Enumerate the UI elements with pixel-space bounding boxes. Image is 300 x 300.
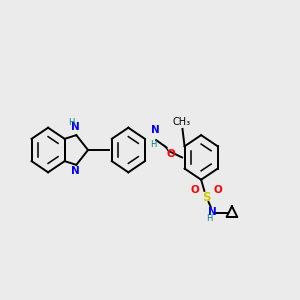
Text: N: N (71, 122, 80, 132)
Text: H: H (206, 214, 213, 223)
Text: N: N (71, 166, 80, 176)
Text: S: S (202, 190, 211, 204)
Text: CH₃: CH₃ (173, 117, 191, 127)
Text: O: O (167, 149, 175, 159)
Text: H: H (151, 140, 157, 149)
Text: O: O (190, 184, 199, 195)
Text: O: O (214, 184, 223, 195)
Text: H: H (68, 118, 75, 127)
Text: N: N (151, 125, 160, 135)
Text: N: N (208, 207, 217, 217)
